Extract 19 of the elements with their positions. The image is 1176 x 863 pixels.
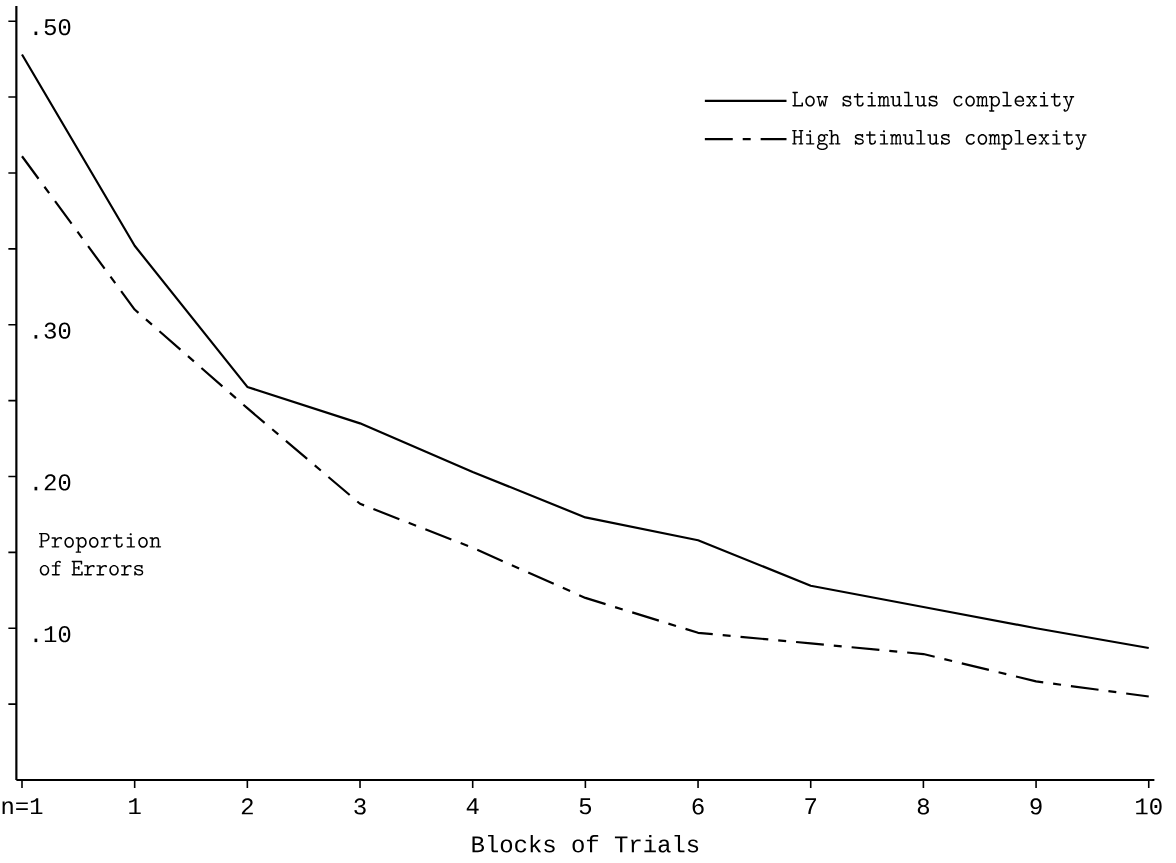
x-tick-label: 1: [129, 798, 141, 815]
y-tick-label: .50: [34, 19, 71, 36]
legend-label: High stimulus complexity: [792, 129, 1087, 151]
x-tick-label: 3: [354, 798, 366, 815]
x-tick-label: 10: [1136, 798, 1162, 815]
x-tick-label: n=1: [2, 798, 43, 815]
x-tick-label: 2: [241, 798, 253, 815]
x-axis-title: Blocks of Trials: [472, 834, 699, 853]
y-tick-label: .30: [34, 322, 71, 339]
x-tick-label: 9: [1030, 798, 1042, 815]
y-tick-label: .20: [34, 474, 71, 491]
y-tick-label: .10: [34, 626, 71, 643]
y-axis-title: Proportion of Errors: [39, 532, 162, 576]
legend-label: Low stimulus complexity: [792, 91, 1075, 112]
x-tick-label: 6: [692, 798, 704, 815]
x-tick-label: 4: [466, 798, 479, 815]
x-tick-label: 8: [917, 798, 929, 815]
x-tick-label: 7: [805, 798, 817, 815]
x-tick-label: 5: [579, 798, 592, 815]
